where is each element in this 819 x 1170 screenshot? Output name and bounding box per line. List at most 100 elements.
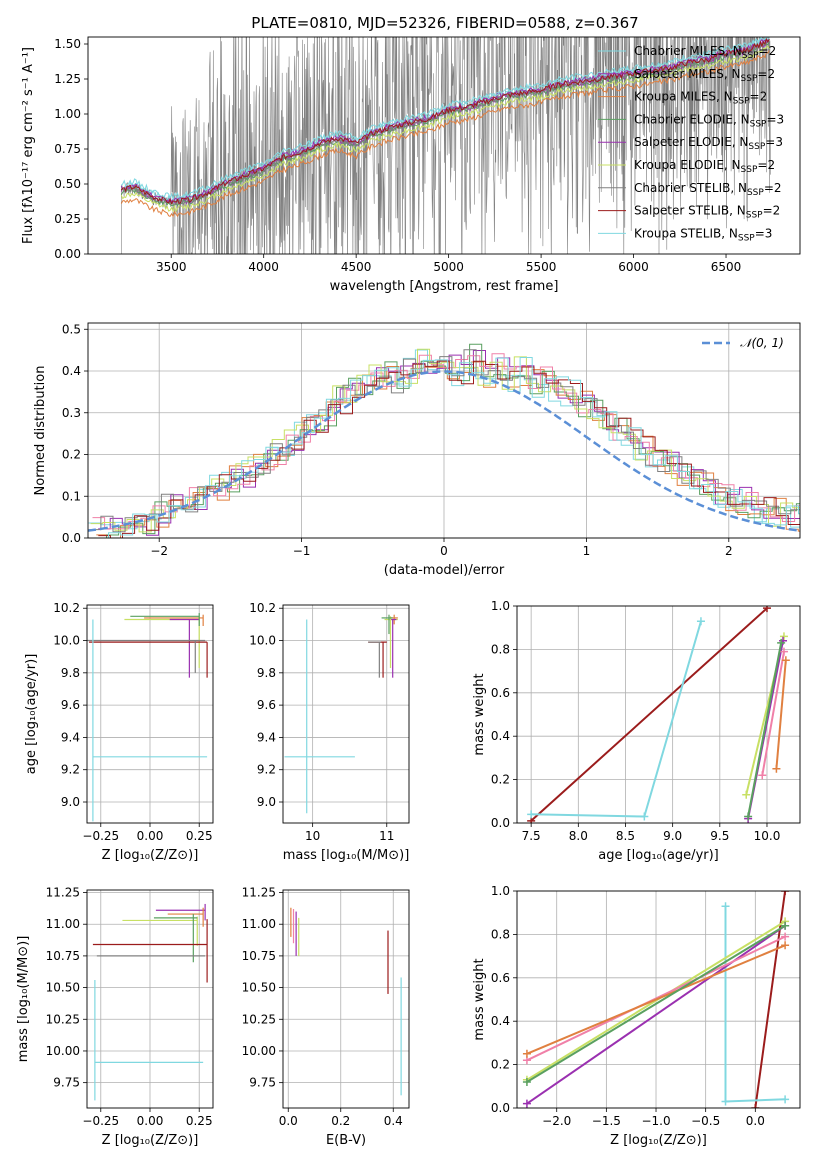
y-tick-label: 0.8	[491, 642, 510, 656]
x-tick-label: −2	[150, 544, 168, 558]
y-tick-label: 11.25	[46, 886, 80, 900]
y-tick-label: 9.8	[61, 666, 80, 680]
x-tick-label: 10.0	[754, 829, 781, 843]
weight-point	[742, 790, 751, 799]
y-tick-label: 10.50	[242, 981, 276, 995]
legend-entry: Kroupa ELODIE, NSSP=2	[634, 158, 775, 175]
y-tick-label: 1.25	[54, 72, 81, 86]
y-tick-label: 0.50	[54, 177, 81, 191]
y-tick-label: 0.2	[491, 1058, 510, 1072]
y-tick-label: 10.00	[46, 1044, 80, 1058]
y-tick-label: 11.25	[242, 886, 276, 900]
plot-frame-mass-vs-ebv	[282, 889, 410, 1109]
weight-point	[779, 647, 788, 656]
x-tick-label: 0.25	[186, 829, 213, 843]
y-tick-label: 11.00	[46, 917, 80, 931]
y-axis-label: Flux [fλ10⁻¹⁷ erg cm⁻² s⁻¹ A⁻¹]	[21, 47, 36, 244]
y-tick-label: 9.6	[61, 698, 80, 712]
spectrum-marks	[120, 37, 771, 254]
x-axis-label: mass [log₁₀(M/M⊙)]	[283, 848, 410, 863]
y-tick-label: 0.2	[62, 448, 81, 462]
residual-marks	[88, 343, 800, 538]
y-tick-label: 0.2	[491, 773, 510, 787]
weight-point	[781, 1095, 790, 1104]
x-tick-label: 6000	[618, 260, 649, 274]
y-tick-label: 9.75	[249, 1076, 276, 1090]
observed-spectrum-line	[120, 37, 771, 254]
x-axis-label: age [log₁₀(age/yr)]	[598, 848, 719, 863]
y-tick-label: 10.00	[242, 1044, 276, 1058]
weight-line-1	[530, 607, 768, 822]
x-axis-label: E(B-V)	[326, 1133, 366, 1148]
weight-marks-weight-vs-z	[522, 891, 790, 1108]
y-tick-label: 0.4	[491, 1014, 510, 1028]
legend-entry: Salpeter MILES, NSSP=2	[634, 67, 775, 84]
plot-frame-residuals	[87, 322, 801, 539]
x-tick-label: −1.0	[641, 1114, 670, 1128]
y-tick-label: 0.00	[54, 247, 81, 261]
y-tick-label: 1.00	[54, 107, 81, 121]
y-tick-label: 9.4	[257, 730, 276, 744]
x-tick-label: 4500	[341, 260, 372, 274]
y-axis-label: mass [log₁₀(M/M⊙)]	[16, 936, 31, 1063]
y-tick-label: 0.6	[491, 686, 510, 700]
weight-point	[522, 1049, 531, 1058]
model-line-7	[120, 38, 770, 207]
spectrum-legend: Chabrier MILES, NSSP=2 Salpeter MILES, NS…	[598, 44, 784, 243]
x-tick-label: 0.2	[331, 1114, 350, 1128]
x-tick-label: 7.5	[522, 829, 541, 843]
legend-entry: 𝒩(0, 1)	[740, 336, 784, 350]
x-tick-label: 3500	[156, 260, 187, 274]
y-tick-label: 0.1	[62, 489, 81, 503]
y-tick-label: 0.4	[491, 729, 510, 743]
x-tick-label: −1	[293, 544, 311, 558]
residual-histogram-6	[90, 348, 800, 533]
errorbar-marks-age-vs-z	[87, 613, 208, 822]
plot-frame-age-vs-mass	[282, 604, 410, 824]
axes-mass-vs-z: −0.25 0.00 0.25 9.75 10.00 10.25 10.50 10.75 11.…	[16, 886, 213, 1148]
x-tick-label: 0.00	[137, 829, 164, 843]
y-tick-label: 0.0	[62, 531, 81, 545]
y-tick-label: 9.8	[257, 666, 276, 680]
y-tick-label: 0.25	[54, 212, 81, 226]
y-tick-label: 10.2	[53, 601, 80, 615]
weight-point	[721, 902, 730, 911]
y-tick-label: 9.2	[61, 763, 80, 777]
y-tick-label: 0.0	[491, 816, 510, 830]
y-axis-label: mass weight	[472, 958, 487, 1040]
x-tick-label: 4000	[248, 260, 279, 274]
x-tick-label: 0	[440, 544, 448, 558]
x-axis-label: Z [log₁₀(Z/Z⊙)]	[610, 1133, 707, 1148]
axes-spectrum: 3500 4000 4500 5000 5500 6000 6500 0.00 0.25 0.50…	[21, 37, 741, 294]
y-tick-label: 0.75	[54, 142, 81, 156]
x-tick-label: −0.5	[691, 1114, 720, 1128]
x-axis-label: (data-model)/error	[384, 563, 505, 578]
y-tick-label: 9.4	[61, 730, 80, 744]
weight-point	[640, 812, 649, 821]
weight-line-7	[526, 924, 786, 1083]
legend-entry: Chabrier STELIB, NSSP=2	[634, 181, 782, 198]
x-tick-label: 0.00	[137, 1114, 164, 1128]
x-tick-label: 8.5	[616, 829, 635, 843]
x-tick-label: 2	[725, 544, 733, 558]
weight-point	[522, 1077, 531, 1086]
axes-age-vs-mass: 10 11 9.0 9.2 9.4 9.6 9.8 10.0 10.2 mass [log₁₀(M…	[249, 601, 409, 863]
axes-weight-vs-age: 7.5 8.0 8.5 9.0 9.5 10.0 0.0 0.2 0.4 0.6 0.8 1.0 age…	[472, 599, 800, 863]
legend-entry: Salpeter ELODIE, NSSP=3	[634, 135, 783, 152]
weight-point	[527, 810, 536, 819]
x-tick-label: 5000	[433, 260, 464, 274]
weight-line-1	[754, 891, 787, 1108]
y-tick-label: 9.0	[257, 795, 276, 809]
weight-point	[751, 1104, 760, 1108]
y-tick-label: 10.2	[249, 601, 276, 615]
weight-point	[777, 638, 786, 647]
x-axis-label: Z [log₁₀(Z/Z⊙)]	[102, 848, 199, 863]
weight-line-7	[747, 642, 783, 817]
y-tick-label: 9.2	[257, 763, 276, 777]
legend-entry: Salpeter STELIB, NSSP=2	[634, 204, 780, 221]
x-tick-label: 1	[583, 544, 591, 558]
model-line-2	[120, 39, 770, 205]
weight-point	[696, 617, 705, 626]
x-tick-label: −0.25	[82, 829, 119, 843]
legend-entry: Chabrier ELODIE, NSSP=3	[634, 112, 784, 129]
